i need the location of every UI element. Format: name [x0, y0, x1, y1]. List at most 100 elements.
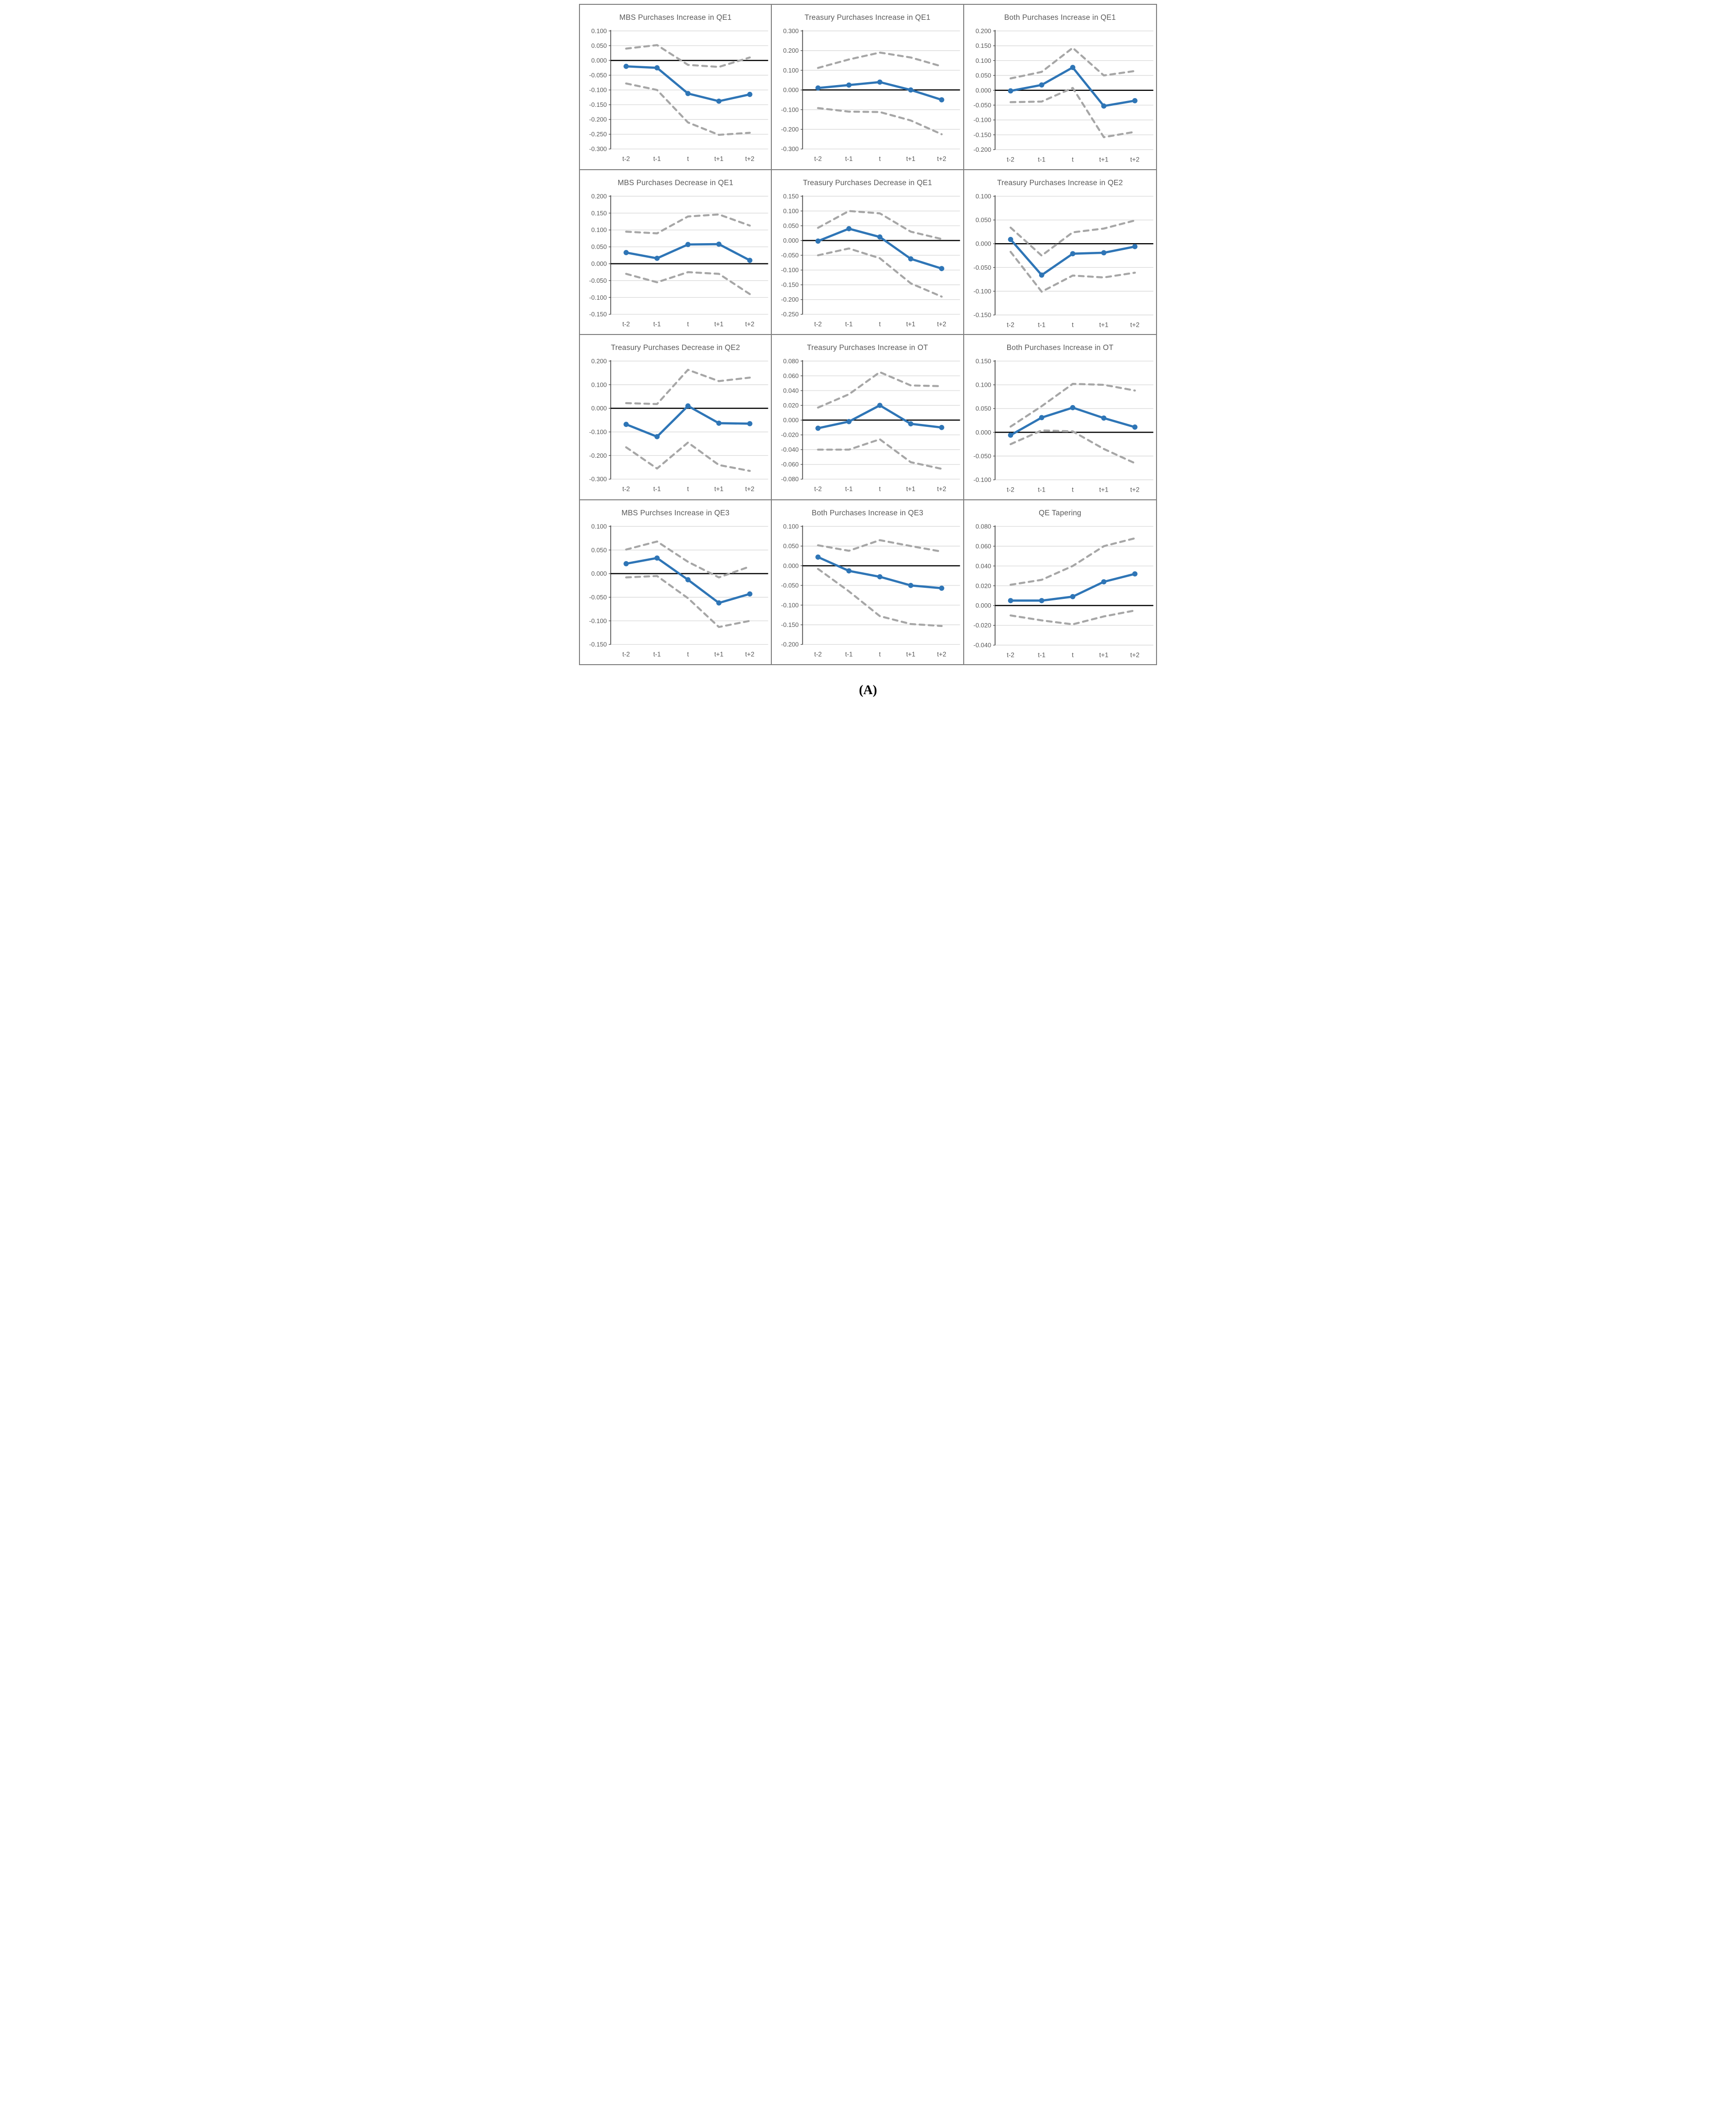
svg-text:-0.100: -0.100: [973, 476, 991, 483]
svg-text:t-2: t-2: [814, 651, 822, 658]
svg-text:-0.200: -0.200: [781, 640, 799, 648]
svg-text:-0.150: -0.150: [589, 310, 607, 318]
svg-text:0.150: 0.150: [783, 192, 799, 200]
svg-text:0.000: 0.000: [975, 87, 991, 94]
svg-text:0.000: 0.000: [783, 237, 799, 244]
svg-text:0.200: 0.200: [591, 192, 607, 200]
svg-text:t+1: t+1: [714, 320, 723, 328]
svg-text:t+2: t+2: [1130, 156, 1139, 163]
svg-text:t-1: t-1: [653, 485, 661, 493]
figure-caption: (A): [859, 683, 877, 698]
svg-text:-0.100: -0.100: [589, 617, 607, 624]
svg-text:t-1: t-1: [845, 651, 853, 658]
svg-text:0.000: 0.000: [975, 602, 991, 609]
chart-title: MBS Purchases Decrease in QE1: [618, 178, 734, 187]
svg-text:-0.150: -0.150: [781, 281, 799, 288]
svg-text:0.060: 0.060: [975, 542, 991, 550]
chart-title: Both Purchases Increase in QE1: [1004, 14, 1116, 22]
svg-text:t-2: t-2: [1007, 321, 1014, 328]
chart-panel-11: Both Purchases Increase in QE3 0.100 0.05…: [772, 500, 964, 665]
svg-text:t+2: t+2: [745, 155, 754, 162]
svg-text:0.050: 0.050: [783, 222, 799, 229]
svg-text:-0.150: -0.150: [589, 640, 607, 648]
chart-panel-6: Treasury Purchases Increase in QE2 0.100…: [964, 170, 1156, 335]
svg-text:0.150: 0.150: [975, 358, 991, 365]
chart-panel-1: MBS Purchases Increase in QE1 0.100 0.050…: [580, 5, 772, 170]
svg-text:t+1: t+1: [714, 155, 723, 162]
svg-text:0.100: 0.100: [975, 192, 991, 200]
svg-text:-0.100: -0.100: [589, 87, 607, 94]
svg-text:0.000: 0.000: [591, 57, 607, 64]
chart-panel-2: Treasury Purchases Increase in QE1 0.300…: [772, 5, 964, 170]
chart-plot: 0.150 0.100 0.050 0.000 -0.050 -0.100 -0.150 -0…: [781, 192, 960, 328]
svg-text:0.050: 0.050: [591, 243, 607, 250]
svg-text:-0.050: -0.050: [781, 251, 799, 259]
svg-text:-0.100: -0.100: [781, 106, 799, 113]
svg-text:t-1: t-1: [845, 320, 853, 328]
svg-text:-0.050: -0.050: [973, 452, 991, 460]
svg-text:t+1: t+1: [1099, 486, 1108, 494]
svg-text:0.150: 0.150: [975, 42, 991, 49]
svg-text:t: t: [687, 320, 689, 328]
svg-text:t-1: t-1: [653, 155, 661, 162]
svg-text:t+2: t+2: [745, 651, 754, 658]
svg-text:0.050: 0.050: [975, 216, 991, 223]
chart-title: MBS Purchses Increase in QE3: [621, 509, 730, 517]
svg-text:t-2: t-2: [622, 485, 630, 493]
svg-text:-0.150: -0.150: [589, 101, 607, 108]
svg-text:0.100: 0.100: [591, 523, 607, 530]
svg-text:0.200: 0.200: [591, 357, 607, 364]
svg-text:t+2: t+2: [937, 651, 946, 658]
svg-text:-0.100: -0.100: [589, 293, 607, 301]
chart-panel-4: MBS Purchases Decrease in QE1 0.200 0.150…: [580, 170, 772, 335]
chart-plot: 0.200 0.100 0.000 -0.100 -0.200 -0.300 t-2 t-1 t…: [589, 357, 768, 493]
chart-plot: 0.100 0.050 0.000 -0.050 -0.100 -0.150 t-2 t-1 t…: [589, 523, 768, 658]
svg-text:t+2: t+2: [937, 320, 946, 328]
svg-text:t-1: t-1: [653, 320, 661, 328]
svg-text:t-1: t-1: [1038, 321, 1045, 328]
svg-text:0.100: 0.100: [783, 207, 799, 214]
svg-text:t-2: t-2: [814, 485, 822, 493]
svg-text:t+1: t+1: [906, 651, 915, 658]
svg-text:-0.050: -0.050: [589, 72, 607, 79]
svg-text:t+2: t+2: [745, 320, 754, 328]
svg-text:-0.100: -0.100: [973, 116, 991, 124]
svg-text:0.100: 0.100: [975, 381, 991, 389]
svg-text:t: t: [687, 155, 689, 162]
chart-panel-7: Treasury Purchases Decrease in QE2 0.200…: [580, 335, 772, 500]
svg-text:t+2: t+2: [1130, 486, 1139, 494]
svg-text:0.100: 0.100: [591, 27, 607, 34]
svg-text:-0.100: -0.100: [781, 601, 799, 609]
chart-plot: 0.300 0.200 0.100 0.000 -0.100 -0.200 -0.300 t-…: [781, 27, 960, 162]
svg-text:t-2: t-2: [622, 651, 630, 658]
figure-page: MBS Purchases Increase in QE1 0.100 0.050…: [579, 0, 1157, 717]
svg-text:0.150: 0.150: [591, 209, 607, 217]
svg-text:t+2: t+2: [937, 485, 946, 493]
svg-text:-0.040: -0.040: [781, 446, 799, 453]
svg-text:-0.020: -0.020: [973, 622, 991, 629]
svg-text:t: t: [879, 320, 881, 328]
svg-text:t-1: t-1: [845, 155, 853, 162]
svg-text:t+1: t+1: [906, 485, 915, 493]
chart-title: Treasury Purchases Increase in QE1: [804, 14, 931, 22]
svg-text:-0.050: -0.050: [589, 276, 607, 284]
svg-text:-0.050: -0.050: [973, 102, 991, 109]
svg-text:-0.080: -0.080: [781, 476, 799, 483]
svg-text:-0.300: -0.300: [589, 476, 607, 483]
chart-title: Treasury Purchases Decrease in QE1: [803, 178, 932, 187]
svg-text:t+1: t+1: [1099, 156, 1108, 163]
chart-title: Both Purchases Increase in OT: [1006, 344, 1114, 352]
svg-text:t: t: [1071, 486, 1073, 494]
svg-text:0.020: 0.020: [783, 402, 799, 409]
svg-text:0.000: 0.000: [975, 429, 991, 436]
svg-text:0.100: 0.100: [783, 523, 799, 530]
svg-text:0.050: 0.050: [975, 405, 991, 412]
chart-panel-12: QE Tapering 0.080 0.060 0.040 0.020 0.000 -0.…: [964, 500, 1156, 665]
svg-text:0.100: 0.100: [591, 381, 607, 388]
svg-text:-0.150: -0.150: [973, 131, 991, 138]
svg-text:t+1: t+1: [906, 155, 915, 162]
svg-text:-0.200: -0.200: [589, 116, 607, 123]
chart-panel-8: Treasury Purchases Increase in OT 0.080 0…: [772, 335, 964, 500]
chart-plot: 0.200 0.150 0.100 0.050 0.000 -0.050 -0.100 -0.…: [589, 192, 768, 328]
svg-text:0.000: 0.000: [783, 417, 799, 424]
